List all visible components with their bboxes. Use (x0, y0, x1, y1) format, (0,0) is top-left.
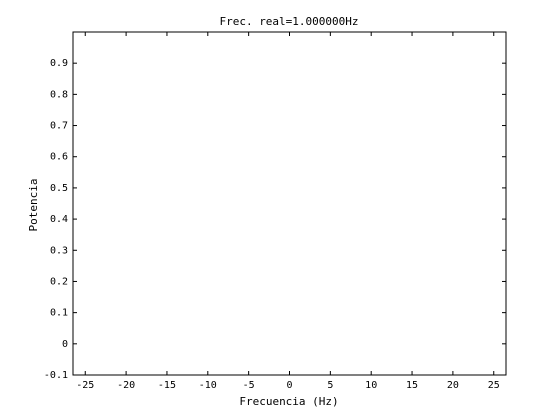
x-tick-label: -10 (199, 380, 217, 391)
x-tick-label: -15 (158, 380, 176, 391)
plot-frame (72, 31, 507, 376)
y-tick-label: 0 (62, 339, 68, 350)
axes: -25 -20 -15 -10 -5 0 5 10 15 20 25 -0.1 0 0.1 0.2 0.3 0.… (44, 31, 507, 391)
x-tick-label: 15 (406, 380, 418, 391)
x-tick-label: -20 (117, 380, 135, 391)
y-tick-label: 0.9 (50, 58, 68, 69)
y-tick-label: 0.3 (50, 245, 68, 256)
x-tick-label: -5 (243, 380, 255, 391)
y-tick-label: 0.7 (50, 121, 68, 132)
chart-title: Frec. real=1.000000Hz (219, 15, 358, 28)
y-tick-label: 0.8 (50, 89, 68, 100)
x-tick-label: 0 (286, 380, 292, 391)
x-axis-label: Frecuencia (Hz) (239, 395, 338, 408)
x-tick-label: 25 (488, 380, 500, 391)
y-tick-label: 0.6 (50, 152, 68, 163)
y-tick-label: 0.5 (50, 183, 68, 194)
x-tick-label: 10 (365, 380, 377, 391)
x-tick-label: 5 (327, 380, 333, 391)
y-axis-label: Potencia (27, 179, 40, 232)
y-tick-label: 0.4 (50, 214, 68, 225)
x-tick-label: -25 (76, 380, 94, 391)
y-tick-label: 0.1 (50, 308, 68, 319)
y-tick-label: 0.2 (50, 276, 68, 287)
y-tick-label: -0.1 (44, 370, 68, 381)
x-tick-label: 20 (447, 380, 459, 391)
